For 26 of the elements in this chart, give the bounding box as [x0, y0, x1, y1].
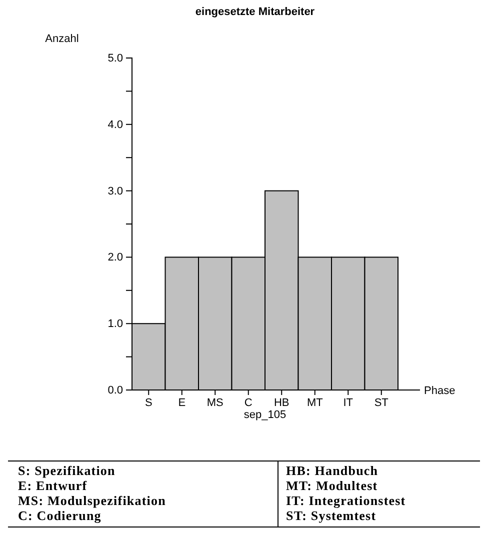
y-tick-label: 4.0: [108, 118, 123, 131]
y-tick-label: 0.0: [108, 384, 123, 397]
y-tick-label: 1.0: [108, 318, 123, 330]
text: MT: Modultest: [286, 478, 378, 493]
x-tick-label: C: [244, 396, 252, 409]
text: IT: Integrationstest: [286, 493, 406, 508]
x-tick-label: S: [144, 396, 152, 409]
text: C: Codierung: [18, 508, 102, 523]
x-tick-label: MT: [306, 396, 324, 409]
chart-title: eingesetzte Mitarbeiter: [195, 6, 316, 18]
x-tick-label: HB: [274, 396, 290, 409]
text: sep_105: [244, 409, 286, 421]
y-axis-title: Anzahl: [45, 33, 79, 45]
x-tick-label: IT: [343, 396, 354, 409]
y-tick-label: 3.0: [108, 185, 123, 198]
text: HB: Handbuch: [286, 463, 378, 478]
x-tick-label: MS: [206, 396, 224, 409]
text: E: Entwurf: [18, 478, 88, 493]
x-tick-label: ST: [374, 396, 389, 409]
x-axis-title: Phase: [424, 385, 456, 397]
y-tick-label: 2.0: [108, 252, 123, 264]
y-tick-label: 5.0: [108, 52, 123, 65]
text: ST: Systemtest: [286, 508, 376, 523]
text: S: Spezifikation: [18, 463, 116, 478]
text: MS: Modulspezifikation: [18, 493, 166, 508]
x-tick-label: E: [178, 396, 186, 409]
